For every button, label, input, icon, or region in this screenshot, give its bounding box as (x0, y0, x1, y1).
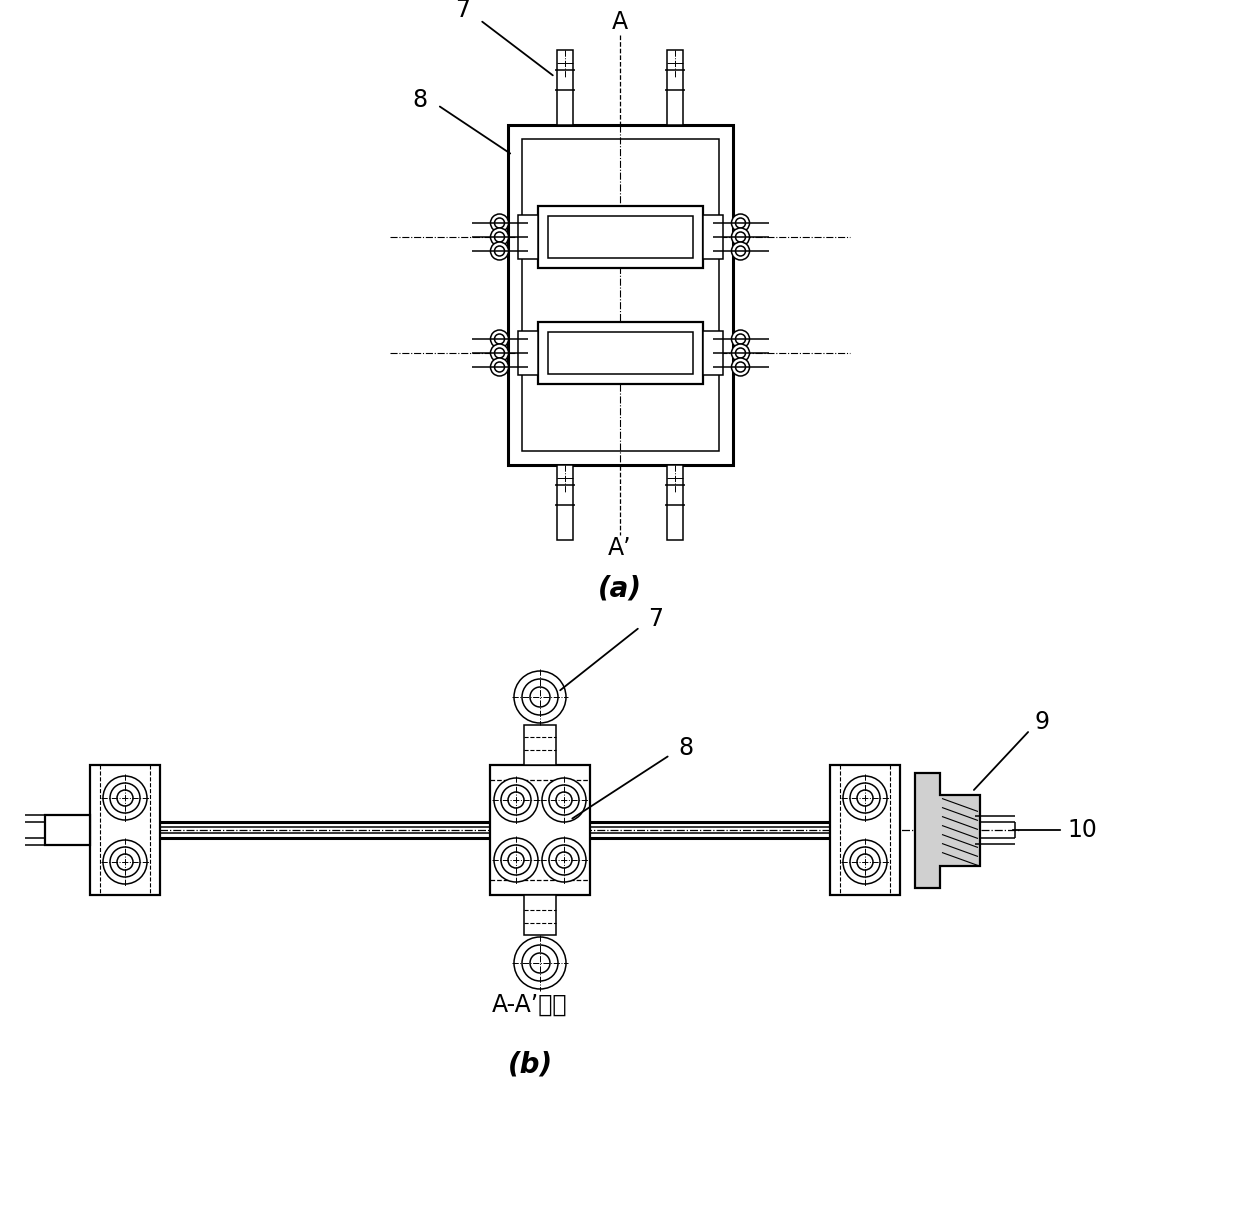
Circle shape (556, 852, 572, 867)
Circle shape (110, 783, 140, 814)
Bar (507, 125, 733, 465)
Text: 10: 10 (1066, 818, 1097, 842)
Bar (557, 465, 573, 540)
Circle shape (494, 838, 538, 882)
Circle shape (495, 218, 505, 228)
Bar (517, 331, 537, 375)
Circle shape (735, 245, 745, 256)
Circle shape (103, 775, 148, 820)
Circle shape (732, 228, 749, 245)
Circle shape (735, 362, 745, 372)
Circle shape (491, 330, 508, 348)
Bar (537, 321, 703, 384)
Text: 7: 7 (649, 607, 663, 631)
Text: A’: A’ (608, 536, 632, 560)
Bar (525, 894, 556, 935)
Bar (548, 333, 692, 374)
Circle shape (508, 791, 525, 809)
Circle shape (542, 838, 587, 882)
Circle shape (732, 358, 749, 375)
Circle shape (103, 840, 148, 883)
Circle shape (732, 344, 749, 362)
Circle shape (110, 847, 140, 877)
Circle shape (843, 775, 887, 820)
Circle shape (491, 344, 508, 362)
Circle shape (732, 330, 749, 348)
Circle shape (495, 334, 505, 344)
Bar (525, 725, 556, 764)
Bar (91, 764, 160, 894)
Circle shape (515, 671, 565, 723)
Circle shape (501, 845, 531, 875)
Circle shape (542, 778, 587, 822)
Bar (830, 764, 900, 894)
Bar (490, 764, 590, 894)
Circle shape (529, 953, 551, 973)
Bar (548, 216, 692, 258)
Circle shape (117, 790, 133, 806)
Text: A: A (611, 10, 629, 34)
Bar (557, 50, 573, 125)
Circle shape (732, 242, 749, 260)
Bar (45, 815, 91, 845)
Circle shape (857, 790, 873, 806)
Text: 9: 9 (1035, 710, 1050, 734)
Circle shape (491, 228, 508, 245)
Circle shape (549, 845, 579, 875)
Circle shape (501, 785, 531, 815)
Bar (703, 331, 723, 375)
Circle shape (843, 840, 887, 883)
Bar (667, 465, 683, 540)
Circle shape (495, 245, 505, 256)
Text: 8: 8 (413, 88, 428, 112)
Circle shape (522, 945, 558, 982)
Circle shape (735, 334, 745, 344)
Bar (517, 215, 537, 259)
Text: 7: 7 (455, 0, 470, 22)
Bar (667, 50, 683, 125)
Circle shape (491, 242, 508, 260)
Text: (b): (b) (507, 1052, 553, 1079)
Circle shape (857, 854, 873, 870)
Circle shape (522, 679, 558, 715)
Bar (703, 215, 723, 259)
Circle shape (556, 791, 572, 809)
Bar (537, 206, 703, 267)
Circle shape (495, 362, 505, 372)
Text: (a): (a) (598, 574, 642, 602)
Circle shape (117, 854, 133, 870)
Bar (522, 139, 718, 452)
Circle shape (515, 937, 565, 989)
Circle shape (849, 847, 880, 877)
Circle shape (491, 358, 508, 375)
Polygon shape (915, 773, 980, 887)
Circle shape (491, 213, 508, 232)
Circle shape (508, 852, 525, 867)
Circle shape (732, 213, 749, 232)
Circle shape (735, 232, 745, 242)
Circle shape (735, 348, 745, 358)
Circle shape (494, 778, 538, 822)
Circle shape (495, 348, 505, 358)
Circle shape (735, 218, 745, 228)
Text: A-A’剑面: A-A’剑面 (492, 993, 568, 1017)
Text: 8: 8 (678, 736, 693, 760)
Circle shape (529, 687, 551, 707)
Circle shape (849, 783, 880, 814)
Circle shape (495, 232, 505, 242)
Circle shape (549, 785, 579, 815)
